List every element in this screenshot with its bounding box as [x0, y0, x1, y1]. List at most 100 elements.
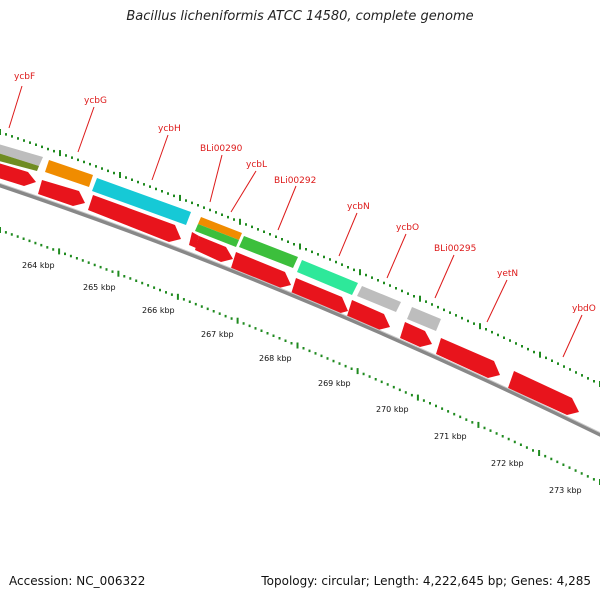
major-tick	[419, 295, 421, 302]
minor-tick	[194, 302, 197, 306]
scale-label-265: 265 kbp	[83, 283, 116, 292]
scale-label-271: 271 kbp	[434, 432, 467, 441]
major-tick	[479, 323, 481, 330]
minor-tick	[137, 180, 139, 184]
minor-tick	[473, 322, 475, 325]
minor-tick	[34, 241, 37, 245]
minor-tick	[87, 261, 90, 264]
minor-tick	[275, 235, 277, 238]
minor-tick	[41, 145, 43, 149]
minor-tick	[197, 204, 199, 207]
leader-ycbN	[338, 212, 358, 257]
map-title: Bacillus licheniformis ATCC 14580, compl…	[126, 9, 474, 24]
minor-tick	[302, 347, 305, 350]
minor-tick	[16, 235, 19, 238]
minor-tick	[353, 268, 355, 272]
minor-tick	[293, 243, 295, 246]
gene-leader-lines	[8, 85, 583, 358]
minor-tick	[77, 158, 79, 162]
minor-tick	[71, 156, 73, 159]
minor-tick	[149, 185, 151, 188]
minor-tick	[113, 171, 115, 175]
minor-tick	[191, 201, 193, 205]
minor-tick	[218, 312, 221, 315]
minor-tick	[10, 233, 13, 236]
gene-arrow-ycbF	[0, 163, 36, 186]
minor-tick	[326, 357, 329, 360]
minor-tick	[147, 284, 150, 287]
minor-tick	[305, 248, 307, 251]
minor-tick	[161, 190, 163, 193]
minor-tick	[314, 352, 317, 355]
minor-tick	[431, 303, 433, 306]
scale-label-270: 270 kbp	[376, 405, 409, 414]
minor-tick	[242, 322, 245, 325]
minor-tick	[260, 329, 263, 332]
cog-block-ycbO	[357, 286, 401, 312]
minor-tick	[344, 364, 347, 368]
minor-tick	[377, 279, 379, 282]
scale-label-269: 269 kbp	[318, 379, 351, 388]
minor-tick	[563, 365, 565, 368]
major-tick	[477, 421, 480, 428]
minor-tick	[467, 319, 469, 323]
minor-tick	[580, 472, 583, 475]
minor-tick	[447, 410, 450, 413]
minor-tick	[413, 295, 415, 298]
scale-label-268: 268 kbp	[259, 354, 292, 363]
gene-arrow-yetN	[436, 338, 500, 378]
major-tick	[117, 270, 120, 277]
minor-tick	[230, 317, 233, 320]
minor-tick	[281, 238, 283, 241]
minor-tick	[28, 239, 31, 243]
minor-tick	[449, 311, 451, 314]
minor-tick	[532, 449, 534, 452]
minor-tick	[574, 469, 577, 472]
leader-ybdO	[562, 314, 583, 358]
minor-tick	[441, 407, 444, 410]
minor-tick	[527, 347, 529, 351]
gene-arrow-ycbN	[291, 278, 348, 314]
minor-tick	[233, 218, 235, 221]
minor-tick	[170, 293, 173, 296]
major-tick	[119, 172, 121, 178]
minor-tick	[386, 383, 389, 386]
minor-tick	[254, 327, 257, 330]
minor-tick	[389, 284, 391, 287]
minor-tick	[89, 162, 91, 166]
minor-tick	[111, 270, 114, 273]
minor-tick	[22, 237, 25, 240]
minor-tick	[410, 393, 413, 397]
genome-summary-text: Topology: circular; Length: 4,222,645 bp…	[261, 574, 591, 588]
minor-tick	[551, 359, 553, 362]
minor-tick	[221, 213, 223, 216]
scale-label-264: 264 kbp	[22, 261, 55, 270]
minor-tick	[69, 254, 72, 258]
major-tick	[359, 269, 361, 276]
gene-arrow-ycbO	[347, 300, 390, 330]
minor-tick	[182, 298, 185, 301]
minor-tick	[65, 154, 67, 157]
minor-tick	[52, 248, 55, 251]
minor-tick	[544, 454, 547, 458]
leader-ycbF	[8, 85, 23, 129]
gene-label-ycbF: ycbF	[14, 72, 35, 82]
gene-label-yetN: yetN	[497, 269, 518, 279]
minor-tick	[453, 412, 456, 416]
leader-BLi00292	[277, 185, 297, 231]
minor-tick	[5, 133, 7, 136]
minor-tick	[507, 437, 510, 441]
major-tick	[539, 351, 541, 358]
minor-tick	[515, 342, 517, 345]
leader-BLi00290	[209, 154, 223, 203]
minor-tick	[395, 287, 397, 290]
minor-tick	[533, 350, 535, 354]
minor-tick	[562, 463, 565, 466]
minor-tick	[53, 149, 55, 153]
major-tick	[59, 150, 61, 157]
leader-ycbH	[151, 134, 169, 181]
minor-tick	[513, 440, 516, 444]
major-tick	[0, 129, 1, 135]
minor-tick	[461, 316, 463, 320]
minor-tick	[83, 160, 85, 164]
